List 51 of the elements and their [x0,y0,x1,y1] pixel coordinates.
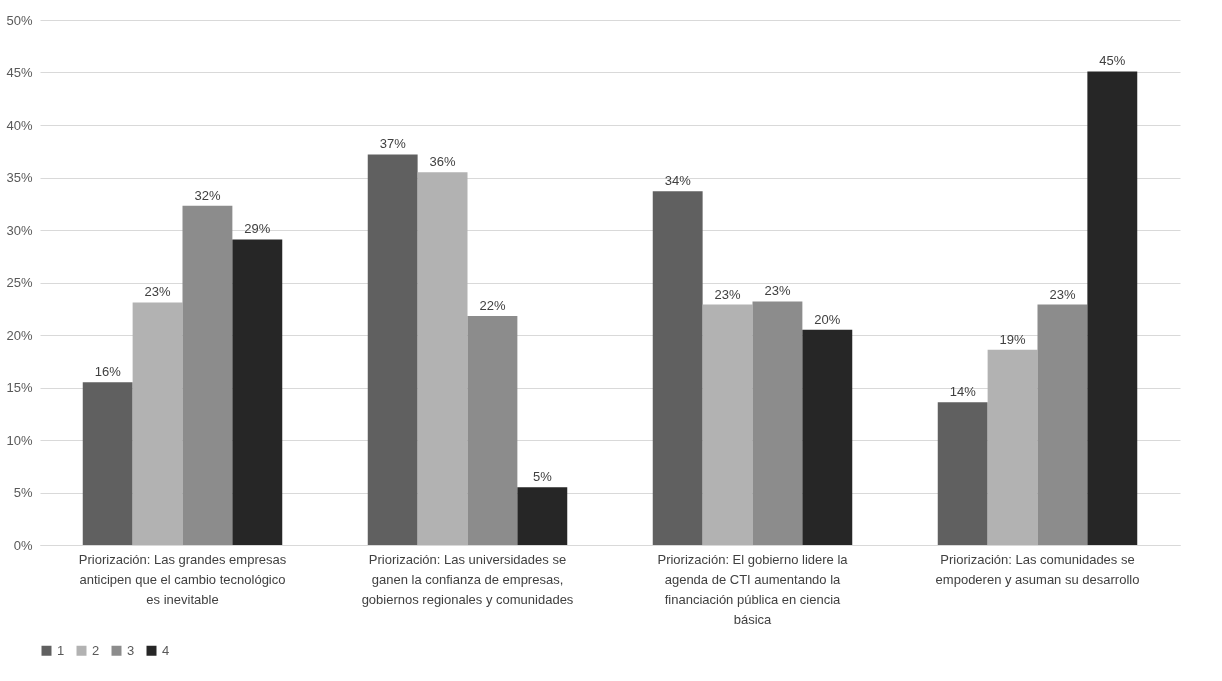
bar [467,316,518,545]
data-label: 19% [999,331,1027,347]
x-tick-label: Priorización: Las universidades se ganen la confianza de empresas, gobiernos regionales y comunidades [361,551,574,607]
bar [82,382,133,545]
y-tick-label: 40% [6,117,33,133]
data-label: 20% [814,311,841,327]
legend-label: 2 [92,642,100,658]
y-tick-label: 25% [6,275,33,290]
legend-label: 1 [57,642,65,658]
bar [182,205,233,545]
data-label: 45% [1099,53,1126,69]
data-label: 16% [94,364,122,380]
data-label: 23% [764,283,791,299]
y-tick-label: 20% [6,327,33,343]
bar [517,487,568,545]
bar [752,301,803,545]
data-label: 23% [714,286,742,302]
data-label: 5% [532,469,553,485]
data-label: 32% [194,187,221,203]
bar [367,154,418,545]
data-label: 22% [479,298,506,314]
bar [1087,71,1138,545]
bar [802,329,853,545]
y-tick-label: 5% [13,485,33,500]
x-tick-label: Priorización: Las comunidades se empoderen y asuman su desarrollo [935,551,1140,587]
bar [132,302,183,545]
bar [702,304,753,545]
y-tick-label: 45% [6,65,33,80]
y-tick-label: 30% [6,222,33,238]
bar [987,349,1038,545]
y-tick-label: 0% [13,537,33,553]
x-tick-label: Priorización: Las grandes empresas anticipen que el cambio tecnológico es inevitable [78,551,287,607]
bar [937,402,988,545]
legend-label: 4 [162,642,170,658]
bar [417,172,468,545]
data-label: 37% [379,136,407,152]
data-label: 36% [429,154,457,170]
legend-label: 3 [127,642,135,658]
bar [232,239,283,545]
y-tick-label: 50% [6,12,33,28]
data-label: 23% [144,284,172,300]
data-label: 29% [244,221,271,237]
y-tick-label: 10% [6,432,33,448]
y-tick-label: 35% [6,170,33,185]
data-label: 34% [664,173,692,189]
data-label: 14% [949,384,977,400]
x-tick-label: Priorización: El gobierno lidere la agenda de CTI aumentando la financiación pública en ciencia básica [657,551,849,627]
y-tick-label: 15% [6,380,33,395]
bar [1037,304,1088,545]
bar [652,191,703,545]
data-label: 23% [1049,286,1076,302]
